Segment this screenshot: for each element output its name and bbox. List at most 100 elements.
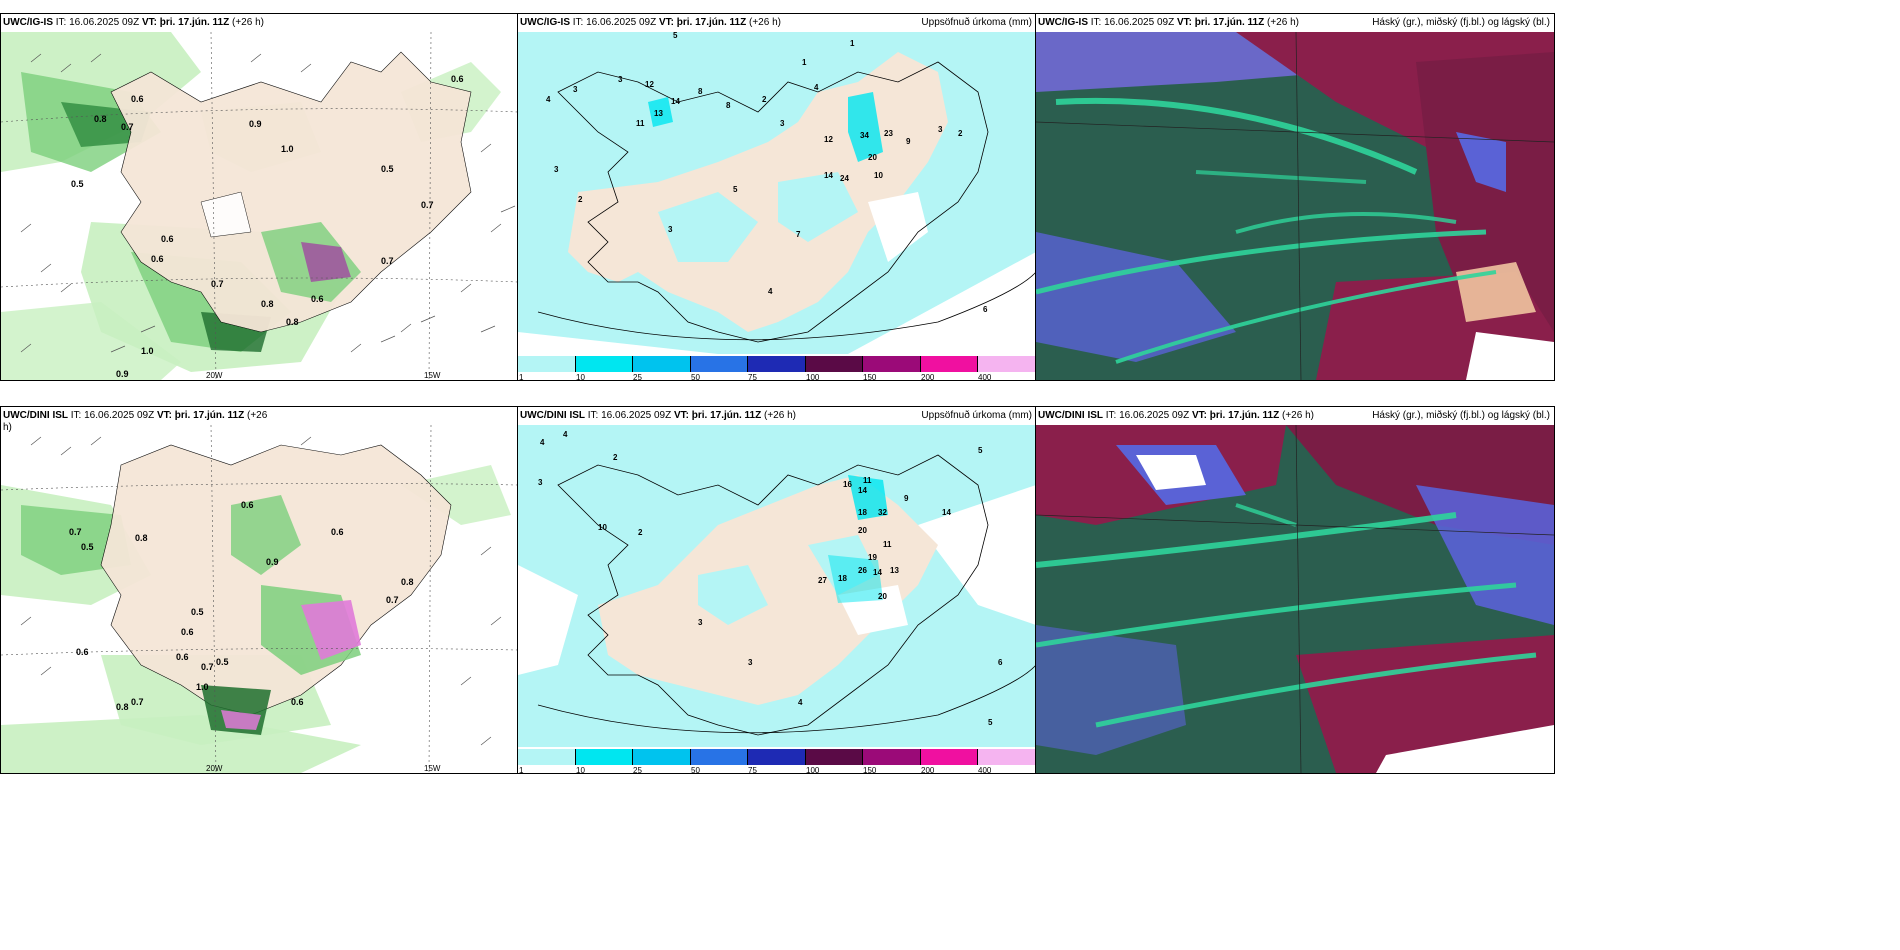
precip-value: 10	[874, 171, 883, 180]
precip-colorbar: 1 10 25 50 75 100 150 200 400	[518, 356, 1036, 381]
precip-value: 4	[540, 438, 545, 447]
panel-subtitle: Uppsöfnuð úrkoma (mm)	[921, 17, 1032, 28]
precip-value: 13	[890, 566, 899, 575]
precip-value: 4	[563, 430, 568, 439]
wind-value: 1.0	[281, 144, 294, 154]
panel-title: UWC/IG-IS IT: 16.06.2025 09Z VT: þri. 17…	[3, 17, 264, 28]
precip-value: 11	[883, 540, 892, 549]
precip-value: 1	[850, 39, 855, 48]
colorbar-tick: 75	[748, 766, 757, 774]
precip-value: 6	[998, 658, 1003, 667]
panel-title: UWC/DINI ISL IT: 16.06.2025 09Z VT: þri.…	[3, 410, 268, 433]
panel-bot-left: UWC/DINI ISL IT: 16.06.2025 09Z VT: þri.…	[0, 406, 519, 774]
precip-value: 5	[988, 718, 993, 727]
colorbar-tick: 150	[863, 373, 877, 381]
precip-value: 8	[698, 87, 703, 96]
precip-value: 27	[818, 576, 827, 585]
panel-title: UWC/DINI ISL IT: 16.06.2025 09Z VT: þri.…	[1038, 410, 1314, 421]
precip-value: 2	[613, 453, 618, 462]
cloud-map	[1036, 32, 1554, 380]
wind-value: 0.7	[131, 697, 144, 707]
wind-precip-map: 0.6 0.8 0.7 0.9 1.0 0.5 0.7 0.6 0.5 0.6 …	[1, 32, 518, 380]
precip-value: 20	[878, 592, 887, 601]
precip-value: 3	[668, 225, 673, 234]
wind-value: 0.7	[121, 122, 134, 132]
panel-bot-right: UWC/DINI ISL IT: 16.06.2025 09Z VT: þri.…	[1035, 406, 1555, 774]
wind-value: 0.6	[176, 652, 189, 662]
wind-value: 0.7	[421, 200, 434, 210]
precip-value: 7	[796, 230, 801, 239]
precip-value: 20	[868, 153, 877, 162]
wind-value: 0.8	[135, 533, 148, 543]
cloud-map	[1036, 425, 1554, 773]
precip-value: 11	[863, 476, 872, 485]
colorbar-tick: 100	[806, 766, 820, 774]
wind-value: 0.6	[76, 647, 89, 657]
lon-label-20w: 20W	[206, 371, 223, 380]
panel-subtitle: Háský (gr.), miðský (fj.bl.) og lágský (…	[1372, 17, 1550, 28]
colorbar-tick: 200	[921, 766, 935, 774]
wind-value: 0.6	[151, 254, 164, 264]
precip-value: 2	[638, 528, 643, 537]
panel-subtitle: Háský (gr.), miðský (fj.bl.) og lágský (…	[1372, 410, 1550, 421]
wind-value: 0.9	[266, 557, 279, 567]
colorbar-tick: 10	[576, 766, 585, 774]
precip-value: 1	[802, 58, 807, 67]
precip-value: 14	[671, 97, 680, 106]
precip-value: 26	[858, 566, 867, 575]
precip-value: 2	[958, 129, 963, 138]
wind-value: 0.5	[216, 657, 229, 667]
precip-value: 6	[983, 305, 988, 314]
wind-value: 0.6	[451, 74, 464, 84]
precip-value: 3	[780, 119, 785, 128]
wind-value: 0.7	[211, 279, 224, 289]
precip-value: 2	[578, 195, 583, 204]
precip-value: 9	[904, 494, 909, 503]
precip-value: 3	[748, 658, 753, 667]
colorbar-tick: 25	[633, 766, 642, 774]
wind-value: 0.7	[201, 662, 214, 672]
wind-value: 0.8	[286, 317, 299, 327]
wind-value: 0.6	[131, 94, 144, 104]
lon-label-20w: 20W	[206, 764, 223, 773]
precip-value: 14	[873, 568, 882, 577]
colorbar-tick: 400	[978, 373, 992, 381]
precip-value: 3	[538, 478, 543, 487]
wind-value: 0.8	[116, 702, 129, 712]
wind-value: 0.9	[249, 119, 262, 129]
panel-title: UWC/IG-IS IT: 16.06.2025 09Z VT: þri. 17…	[520, 17, 781, 28]
precip-value: 12	[645, 80, 654, 89]
wind-value: 0.6	[161, 234, 174, 244]
precip-value: 4	[814, 83, 819, 92]
panel-title: UWC/DINI ISL IT: 16.06.2025 09Z VT: þri.…	[520, 410, 796, 421]
colorbar-tick: 75	[748, 373, 757, 381]
precip-value: 12	[824, 135, 833, 144]
lon-label-15w: 15W	[424, 371, 441, 380]
colorbar-tick: 50	[691, 373, 700, 381]
panel-title: UWC/IG-IS IT: 16.06.2025 09Z VT: þri. 17…	[1038, 17, 1299, 28]
precip-value: 18	[838, 574, 847, 583]
wind-value: 0.6	[241, 500, 254, 510]
colorbar-tick: 200	[921, 373, 935, 381]
wind-value: 0.5	[81, 542, 94, 552]
colorbar-tick: 1	[519, 766, 524, 774]
precip-value: 4	[798, 698, 803, 707]
precip-value: 24	[840, 174, 849, 183]
panel-bot-mid: UWC/DINI ISL IT: 16.06.2025 09Z VT: þri.…	[517, 406, 1037, 774]
wind-value: 0.7	[381, 256, 394, 266]
colorbar-tick: 25	[633, 373, 642, 381]
precip-value: 5	[978, 446, 983, 455]
colorbar-tick: 50	[691, 766, 700, 774]
wind-value: 0.5	[381, 164, 394, 174]
wind-value: 0.7	[69, 527, 82, 537]
precip-map: 5 4 3 3 3 12 14 13 8 8 11 1 4 3 2 1 34 2…	[518, 32, 1036, 354]
colorbar-tick: 1	[519, 373, 524, 381]
precip-value: 5	[733, 185, 738, 194]
wind-value: 1.0	[141, 346, 154, 356]
precip-value: 2	[762, 95, 767, 104]
precip-map: 4 4 2 3 10 11 16 14 18 32 20 11 19 26 27…	[518, 425, 1036, 747]
precip-value: 3	[618, 75, 623, 84]
wind-value: 0.7	[386, 595, 399, 605]
precip-value: 5	[673, 32, 678, 40]
precip-value: 4	[546, 95, 551, 104]
